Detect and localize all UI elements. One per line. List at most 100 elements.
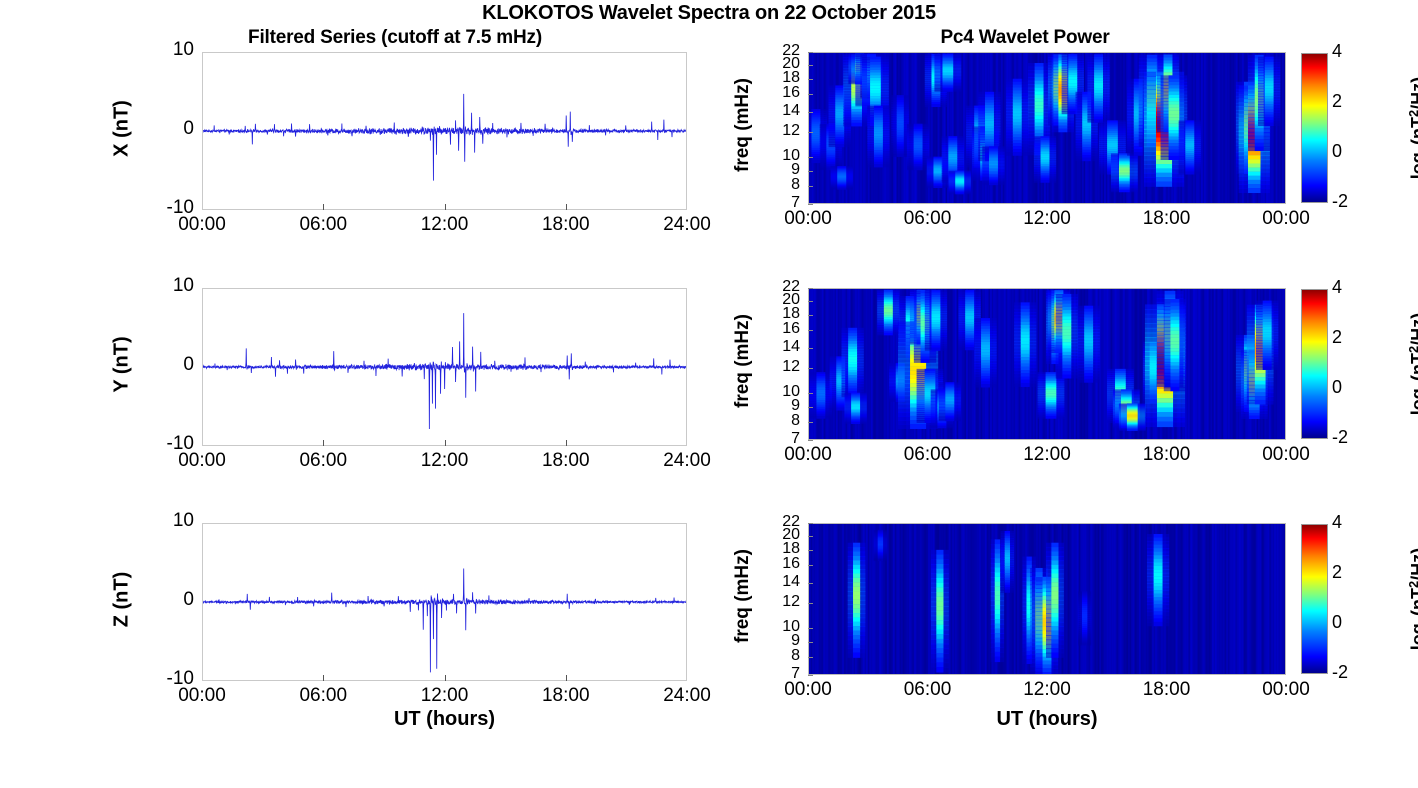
colorbar-tick-label: -2 <box>1332 662 1349 682</box>
freq-tick-mark <box>808 549 813 551</box>
colorbar-x <box>1301 53 1328 203</box>
colorbar-tick-label: 2 <box>1332 327 1343 347</box>
freq-tick-label: 8 <box>791 647 800 665</box>
freq-tick-mark <box>808 627 813 629</box>
left-column-title: Filtered Series (cutoff at 7.5 mHz) <box>248 27 542 48</box>
ytick-label: 10 <box>172 39 194 60</box>
freq-tick-label: 9 <box>791 160 800 178</box>
freq-tick-label: 14 <box>782 572 800 590</box>
colorbar-tick-label: 0 <box>1332 612 1343 632</box>
xtick-label: 12:00 <box>420 450 469 471</box>
freq-tick-label: 20 <box>782 290 800 308</box>
freq-tick-mark <box>808 288 813 289</box>
freq-tick-mark <box>808 406 813 408</box>
freq-tick-label: 9 <box>791 396 800 414</box>
freq-tick-label: 9 <box>791 631 800 649</box>
xtick-mark <box>444 204 446 210</box>
spec-xtick-label: 00:00 <box>1262 679 1310 700</box>
colorbar-label-y: log2(nT2/Hz) <box>1406 264 1418 464</box>
spec-xtick-label: 18:00 <box>1142 208 1191 229</box>
freq-tick-label: 7 <box>791 430 800 447</box>
colorbar-label-x: log2(nT2/Hz) <box>1406 28 1418 228</box>
freq-tick-mark <box>808 94 813 96</box>
colorbar-tick-label: -2 <box>1332 427 1349 447</box>
spec-xtick-label: 00:00 <box>1262 444 1310 465</box>
xtick-mark <box>565 204 567 210</box>
colorbar-tick-label: 2 <box>1332 91 1343 111</box>
freq-tick-label: 10 <box>782 146 800 164</box>
figure-title: KLOKOTOS Wavelet Spectra on 22 October 2… <box>482 2 936 24</box>
freq-tick-mark <box>808 330 813 332</box>
xtick-mark <box>323 675 325 681</box>
freq-tick-mark <box>808 204 813 205</box>
ytick-label: 0 <box>183 118 194 139</box>
freq-tick-mark <box>808 170 813 172</box>
freq-tick-label: 20 <box>782 525 800 543</box>
xtick-mark <box>565 440 567 446</box>
freq-tick-mark <box>808 186 813 188</box>
colorbar-z <box>1301 524 1328 674</box>
freq-tick-label: 20 <box>782 54 800 72</box>
freq-tick-label: 12 <box>782 358 800 376</box>
spectrogram-axes-x <box>808 52 1286 204</box>
freq-tick-mark <box>808 132 813 134</box>
freq-tick-mark <box>808 78 813 80</box>
spectrogram-axes-z <box>808 523 1286 675</box>
freq-tick-label: 7 <box>791 194 800 211</box>
freq-tick-mark <box>808 440 813 441</box>
timeseries-trace-y <box>203 289 686 445</box>
freq-tick-label: 18 <box>782 68 800 86</box>
timeseries-axes-x <box>202 52 687 210</box>
spec-xtick-label: 06:00 <box>903 444 952 465</box>
freq-tick-mark <box>808 582 813 584</box>
colorbar-label-z: log2(nT2/Hz) <box>1406 499 1418 699</box>
xtick-label: 00:00 <box>178 450 226 471</box>
colorbar-tick-label: -2 <box>1332 191 1349 211</box>
freq-tick-mark <box>808 64 813 66</box>
spec-xtick-label: 06:00 <box>903 208 952 229</box>
freq-tick-label: 22 <box>782 278 800 295</box>
freq-tick-label: 14 <box>782 337 800 355</box>
freq-tick-mark <box>808 675 813 676</box>
spectrogram-image-x <box>809 53 1285 203</box>
spec-xtick-label: 12:00 <box>1023 679 1071 700</box>
timeseries-axes-y <box>202 288 687 446</box>
freq-tick-label: 22 <box>782 513 800 530</box>
spec-xtick-label: 18:00 <box>1142 679 1191 700</box>
freq-tick-mark <box>808 156 813 158</box>
colorbar-tick-label: 4 <box>1332 277 1343 297</box>
ytick-label: 0 <box>183 354 194 375</box>
xtick-label: 18:00 <box>541 450 590 471</box>
xtick-mark <box>323 440 325 446</box>
xtick-label: 06:00 <box>299 214 348 235</box>
ytick-label: -10 <box>166 433 194 454</box>
xtick-label: 00:00 <box>178 214 226 235</box>
spectrogram-image-y <box>809 289 1285 439</box>
spec-xtick-label: 12:00 <box>1023 208 1071 229</box>
freq-tick-mark <box>808 565 813 567</box>
colorbar-label-text: log2(nT2/Hz) <box>1406 76 1418 180</box>
freq-tick-mark <box>808 368 813 370</box>
ytick-label: -10 <box>166 197 194 218</box>
colorbar-label-text: log2(nT2/Hz) <box>1406 312 1418 416</box>
ytick-label: 10 <box>172 275 194 296</box>
xlabel-timeseries: UT (hours) <box>393 708 496 730</box>
freq-tick-label: 16 <box>782 555 800 573</box>
freq-tick-label: 10 <box>782 617 800 635</box>
colorbar-y <box>1301 289 1328 439</box>
timeseries-trace-x <box>203 53 686 209</box>
freq-tick-mark <box>808 52 813 53</box>
xtick-label: 24:00 <box>663 450 711 471</box>
freq-tick-mark <box>808 523 813 524</box>
colorbar-tick-label: 2 <box>1332 562 1343 582</box>
spec-xtick-label: 00:00 <box>784 679 832 700</box>
freq-tick-label: 22 <box>782 42 800 59</box>
freq-tick-mark <box>808 657 813 659</box>
ytick-label: 10 <box>172 510 194 531</box>
xtick-mark <box>323 204 325 210</box>
colorbar-tick-label: 4 <box>1332 41 1343 61</box>
freq-axis-label-z: freq (mHz) <box>732 549 753 643</box>
freq-tick-mark <box>808 535 813 537</box>
freq-tick-label: 14 <box>782 101 800 119</box>
